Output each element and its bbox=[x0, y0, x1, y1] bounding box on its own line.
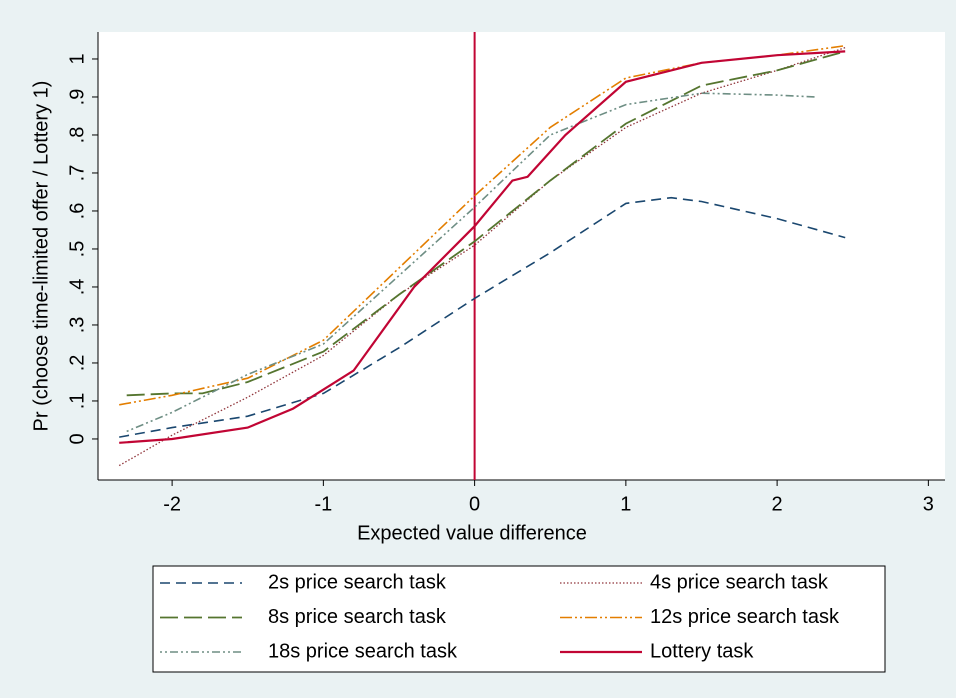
x-tick-label: 3 bbox=[923, 493, 934, 515]
y-tick-label: .9 bbox=[66, 89, 88, 106]
plot-area bbox=[98, 32, 945, 480]
y-tick-label: .7 bbox=[66, 165, 88, 182]
y-tick-label: .8 bbox=[66, 127, 88, 144]
series-line bbox=[126, 92, 815, 433]
x-tick-label: -2 bbox=[163, 493, 181, 515]
y-tick-label: .5 bbox=[66, 241, 88, 258]
legend-label: Lottery task bbox=[650, 640, 754, 662]
y-tick-label: 1 bbox=[66, 53, 88, 64]
y-tick-label: .1 bbox=[66, 393, 88, 410]
y-tick-label: .4 bbox=[66, 279, 88, 296]
x-tick-label: 1 bbox=[620, 493, 631, 515]
y-axis-label: Pr (choose time-limited offer / Lottery … bbox=[30, 81, 52, 432]
legend bbox=[152, 565, 886, 673]
x-tick-label: 2 bbox=[772, 493, 783, 515]
series-line bbox=[119, 196, 846, 438]
legend-label: 4s price search task bbox=[650, 571, 829, 593]
y-tick-label: .6 bbox=[66, 203, 88, 220]
series-line bbox=[126, 50, 846, 397]
y-tick-label: .3 bbox=[66, 317, 88, 334]
x-axis-label: Expected value difference bbox=[357, 522, 587, 544]
legend-label: 2s price search task bbox=[268, 571, 447, 593]
x-tick-label: 0 bbox=[469, 493, 480, 515]
legend-label: 12s price search task bbox=[650, 606, 840, 628]
legend-label: 18s price search task bbox=[268, 640, 458, 662]
y-tick-label: 0 bbox=[66, 433, 88, 444]
legend-label: 8s price search task bbox=[268, 606, 447, 628]
series-line bbox=[119, 50, 846, 444]
x-tick-label: -1 bbox=[314, 493, 332, 515]
y-tick-label: .2 bbox=[66, 355, 88, 372]
series-line bbox=[119, 44, 846, 406]
